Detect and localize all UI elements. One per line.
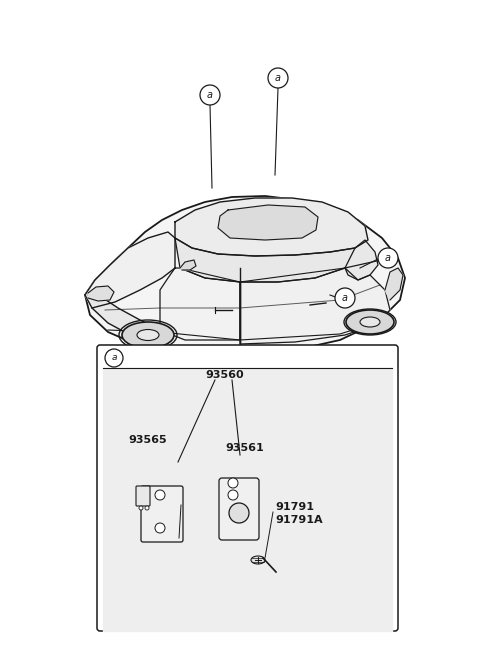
- Text: 91791A: 91791A: [275, 515, 323, 525]
- Ellipse shape: [137, 329, 159, 340]
- Circle shape: [228, 490, 238, 500]
- Ellipse shape: [251, 556, 265, 564]
- FancyBboxPatch shape: [219, 478, 259, 540]
- Text: 93565: 93565: [129, 435, 168, 445]
- Polygon shape: [85, 196, 405, 354]
- Circle shape: [139, 506, 143, 510]
- Ellipse shape: [122, 322, 174, 348]
- Circle shape: [200, 85, 220, 105]
- Polygon shape: [175, 238, 355, 282]
- Text: 91791: 91791: [275, 502, 314, 512]
- Polygon shape: [88, 286, 114, 301]
- Circle shape: [105, 349, 123, 367]
- FancyBboxPatch shape: [141, 486, 183, 542]
- Polygon shape: [385, 268, 403, 300]
- Polygon shape: [85, 232, 175, 308]
- Polygon shape: [180, 260, 196, 270]
- Text: a: a: [275, 73, 281, 83]
- Polygon shape: [345, 240, 378, 280]
- Circle shape: [335, 288, 355, 308]
- Circle shape: [155, 523, 165, 533]
- Circle shape: [229, 503, 249, 523]
- Polygon shape: [175, 198, 368, 256]
- Circle shape: [145, 506, 149, 510]
- Text: a: a: [207, 90, 213, 100]
- Circle shape: [378, 248, 398, 268]
- Ellipse shape: [346, 310, 394, 334]
- Circle shape: [268, 68, 288, 88]
- Polygon shape: [160, 268, 240, 340]
- Polygon shape: [85, 295, 160, 344]
- Text: a: a: [385, 253, 391, 263]
- Ellipse shape: [360, 317, 380, 327]
- Circle shape: [155, 490, 165, 500]
- Polygon shape: [240, 268, 390, 344]
- Text: 93561: 93561: [225, 443, 264, 453]
- Text: 93560: 93560: [206, 370, 244, 380]
- FancyBboxPatch shape: [136, 486, 150, 506]
- Polygon shape: [218, 205, 318, 240]
- Text: a: a: [342, 293, 348, 303]
- Circle shape: [228, 478, 238, 488]
- FancyBboxPatch shape: [97, 345, 398, 631]
- Text: a: a: [111, 354, 117, 363]
